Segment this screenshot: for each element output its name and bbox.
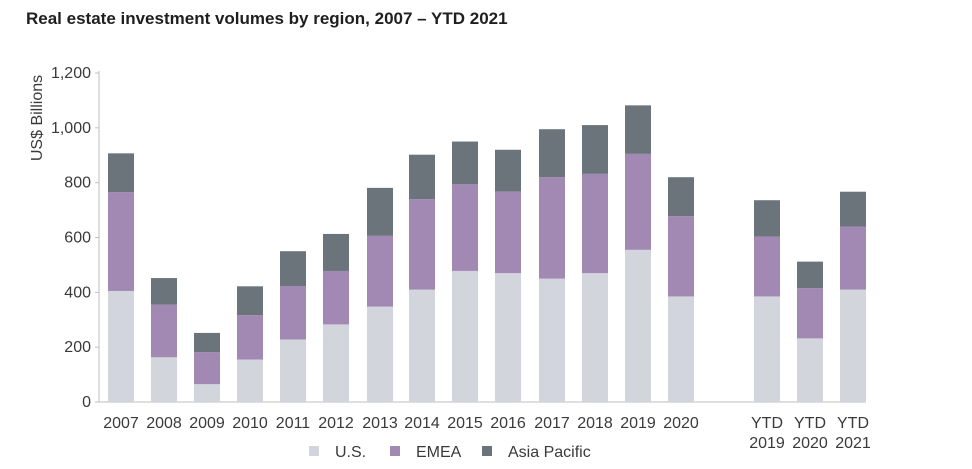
legend-label: Asia Pacific bbox=[508, 444, 591, 461]
legend: U.S. EMEA Asia Pacific bbox=[309, 444, 591, 461]
bar-segment-u-s- bbox=[367, 306, 393, 402]
tick-labels: 0 200 400 600 800 1,000 1,200 2007 2008 2009 2010 2… bbox=[51, 65, 871, 452]
bar-segment-asia-pacific bbox=[409, 154, 435, 200]
x-tick-label: 2016 bbox=[490, 415, 526, 432]
bar-segment-u-s- bbox=[280, 339, 306, 402]
y-tick-label: 200 bbox=[64, 339, 91, 356]
bar-segment-emea bbox=[668, 216, 694, 297]
bar-segment-asia-pacific bbox=[797, 261, 823, 289]
bar-segment-asia-pacific bbox=[495, 149, 521, 192]
axes bbox=[95, 71, 866, 403]
y-tick-label: 600 bbox=[64, 230, 91, 247]
bar-segment-u-s- bbox=[409, 289, 435, 402]
chart-title: Real estate investment volumes by region… bbox=[26, 9, 508, 28]
x-tick-label: 2015 bbox=[447, 415, 483, 432]
bars bbox=[108, 105, 866, 402]
x-tick-label: YTD bbox=[751, 415, 783, 432]
bar-segment-emea bbox=[582, 173, 608, 274]
bar-segment-u-s- bbox=[194, 384, 220, 402]
bar-segment-u-s- bbox=[151, 357, 177, 402]
bar-segment-u-s- bbox=[582, 273, 608, 402]
bar-segment-u-s- bbox=[754, 296, 780, 402]
bar-segment-asia-pacific bbox=[840, 191, 866, 227]
legend-swatch bbox=[482, 446, 492, 456]
x-tick-label: 2021 bbox=[835, 435, 871, 452]
bar-segment-emea bbox=[367, 235, 393, 307]
bar-segment-asia-pacific bbox=[539, 129, 565, 178]
bar-segment-u-s- bbox=[237, 359, 263, 402]
legend-label: U.S. bbox=[335, 444, 366, 461]
bar-segment-asia-pacific bbox=[754, 200, 780, 237]
x-tick-label: 2012 bbox=[318, 415, 354, 432]
bar-segment-u-s- bbox=[668, 296, 694, 402]
bar-segment-emea bbox=[539, 177, 565, 279]
x-tick-label: 2013 bbox=[362, 415, 398, 432]
bar-segment-emea bbox=[237, 315, 263, 360]
bar-segment-u-s- bbox=[797, 338, 823, 402]
bar-segment-emea bbox=[452, 184, 478, 271]
bar-segment-asia-pacific bbox=[280, 251, 306, 287]
bar-segment-u-s- bbox=[840, 289, 866, 402]
bar-segment-asia-pacific bbox=[625, 105, 651, 154]
bar-segment-emea bbox=[194, 352, 220, 385]
bar-segment-u-s- bbox=[452, 270, 478, 402]
bar-segment-emea bbox=[625, 153, 651, 250]
bar-segment-asia-pacific bbox=[452, 141, 478, 185]
y-axis-label: US$ Billions bbox=[29, 75, 46, 161]
legend-swatch bbox=[390, 446, 400, 456]
legend-label: EMEA bbox=[416, 444, 462, 461]
x-tick-label: 2009 bbox=[189, 415, 225, 432]
legend-swatch bbox=[309, 446, 319, 456]
x-tick-label: 2017 bbox=[534, 415, 570, 432]
x-tick-label: YTD bbox=[794, 415, 826, 432]
bar-segment-u-s- bbox=[495, 273, 521, 402]
x-tick-label: 2008 bbox=[146, 415, 182, 432]
y-tick-label: 1,200 bbox=[51, 65, 91, 82]
bar-segment-asia-pacific bbox=[367, 187, 393, 236]
bar-segment-emea bbox=[409, 199, 435, 290]
bar-segment-asia-pacific bbox=[237, 286, 263, 316]
bar-segment-u-s- bbox=[108, 290, 134, 402]
y-tick-label: 0 bbox=[82, 394, 91, 411]
bar-segment-u-s- bbox=[323, 324, 349, 402]
bar-segment-asia-pacific bbox=[582, 125, 608, 174]
y-tick-label: 800 bbox=[64, 175, 91, 192]
bar-segment-emea bbox=[495, 191, 521, 274]
bar-segment-u-s- bbox=[625, 249, 651, 402]
bar-segment-asia-pacific bbox=[151, 278, 177, 305]
bar-segment-emea bbox=[754, 236, 780, 297]
bar-segment-emea bbox=[108, 192, 134, 291]
x-tick-label: YTD bbox=[837, 415, 869, 432]
bar-segment-emea bbox=[797, 288, 823, 339]
x-tick-label: 2019 bbox=[749, 435, 785, 452]
bar-segment-emea bbox=[280, 286, 306, 340]
bar-segment-asia-pacific bbox=[108, 153, 134, 193]
y-tick-label: 400 bbox=[64, 284, 91, 301]
y-tick-label: 1,000 bbox=[51, 120, 91, 137]
x-tick-label: 2018 bbox=[577, 415, 613, 432]
x-tick-label: 2019 bbox=[620, 415, 656, 432]
x-tick-label: 2020 bbox=[792, 435, 828, 452]
x-tick-label: 2010 bbox=[232, 415, 268, 432]
x-tick-label: 2007 bbox=[103, 415, 139, 432]
bar-segment-asia-pacific bbox=[668, 177, 694, 217]
bar-segment-emea bbox=[323, 270, 349, 325]
x-tick-label: 2014 bbox=[404, 415, 440, 432]
bar-segment-emea bbox=[840, 226, 866, 290]
x-tick-label: 2020 bbox=[663, 415, 699, 432]
x-tick-label: 2011 bbox=[276, 415, 311, 432]
bar-segment-u-s- bbox=[539, 278, 565, 402]
bar-segment-emea bbox=[151, 304, 177, 358]
bar-segment-asia-pacific bbox=[194, 332, 220, 353]
bar-segment-asia-pacific bbox=[323, 233, 349, 271]
